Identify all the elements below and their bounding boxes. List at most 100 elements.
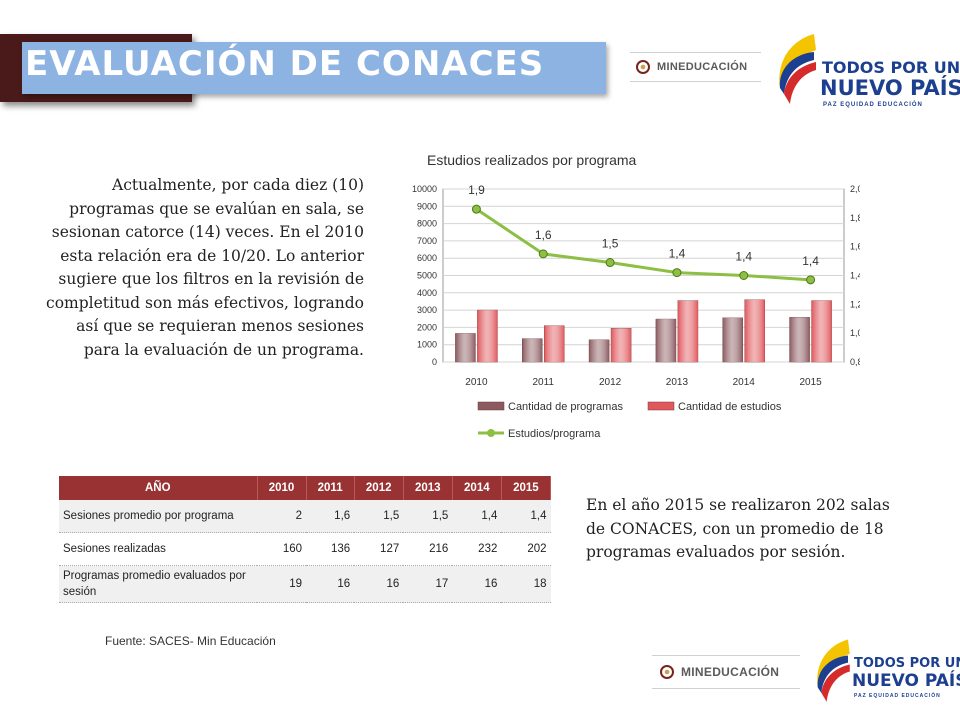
y-tick-label: 2000 [417,322,437,332]
row-label: Sesiones promedio por programa [59,500,257,533]
data-label: 1,4 [802,254,819,268]
logo-line-2: NUEVO PAÍS [820,76,960,100]
table-cell: 1,4 [501,500,551,533]
table-cell: 202 [501,532,551,566]
data-label: 1,4 [669,247,686,261]
table-cell: 1,5 [354,500,404,533]
bar-highlight [811,300,832,362]
y-tick-label: 7000 [417,236,437,246]
y-tick-label: 3000 [417,305,437,315]
line-point [538,249,548,259]
table-header-year: 2010 [257,476,307,500]
data-label: 1,9 [468,183,485,197]
table-header-year: 2012 [354,476,404,500]
data-label: 1,5 [602,237,619,251]
legend-swatch [477,401,505,411]
bar-highlight [655,319,676,362]
logo-line-3: PAZ EQUIDAD EDUCACIÓN [823,102,923,108]
line-point [672,268,682,278]
table-cell: 1,4 [452,500,502,533]
x-tick-label: 2012 [599,377,622,388]
table-header-year: 2011 [306,476,355,500]
table-cell: 127 [354,532,404,566]
table-cell: 1,6 [306,500,355,533]
legend-label: Estudios/programa [508,428,601,440]
row-label: Programas promedio evaluados por sesión [59,565,257,603]
source-note: Fuente: SACES- Min Educación [105,634,276,648]
logo-line-1: TODOS POR UN [822,58,960,77]
footer-logo-line-1: TODOS POR UN [854,656,960,671]
todos-por-un-nuevo-pais-logo: TODOS POR UN NUEVO PAÍS PAZ EQUIDAD EDUC… [770,30,960,120]
table-row: Sesiones promedio por programa 2 1,6 1,5 1,5… [59,500,551,533]
colombia-seal-icon [660,665,674,679]
bar-highlight [789,317,810,362]
table-header-row: AÑO 2010 2011 2012 2013 2014 2015 [59,476,552,500]
y2-tick-label: 0,8 [850,357,860,367]
bar-highlight [677,300,698,362]
mineducacion-label: MINEDUCACIÓN [657,61,748,73]
chart: Estudios realizados por programa 1,9 1,6 1… [412,152,860,440]
bar-highlight [611,328,632,362]
title-bar [22,42,606,94]
y-tick-label: 5000 [417,271,437,281]
stats-table: AÑO 2010 2011 2012 2013 2014 2015 Sesiones pro… [59,476,552,603]
legend-label: Cantidad de estudios [678,401,782,413]
table-cell: 16 [354,565,404,603]
table-header-year: 2013 [403,476,453,500]
y2-tick-label: 1,0 [850,328,860,338]
table-cell: 232 [452,532,502,566]
line-point [471,204,481,214]
table-cell: 17 [403,565,453,603]
table-cell: 19 [257,565,307,603]
row-label: Sesiones realizadas [59,532,257,566]
table-cell: 18 [501,565,551,603]
colombia-flag-swoosh-icon [817,639,850,702]
table-header-year: 2014 [452,476,502,500]
y-tick-label: 10000 [412,184,437,194]
table-row: Sesiones realizadas 160 136 127 216 232 202 [59,532,551,566]
table-cell: 1,5 [403,500,453,533]
x-tick-label: 2010 [465,377,488,388]
y-tick-label: 1000 [417,340,437,350]
bar-highlight [455,333,476,362]
table-row: Programas promedio evaluados por sesión 1… [59,565,551,603]
bar-highlight [477,310,498,362]
mineducacion-logo-footer: MINEDUCACIÓN [652,655,800,689]
bar-highlight [522,338,543,362]
table-header-label: AÑO [59,476,258,500]
footer-logo-line-3: PAZ EQUIDAD EDUCACIÓN [854,693,941,699]
data-label: 1,6 [535,228,552,242]
y-tick-label: 8000 [417,219,437,229]
x-tick-label: 2013 [666,377,689,388]
x-tick-label: 2014 [733,377,756,388]
y2-tick-label: 1,6 [850,242,860,252]
y-tick-label: 4000 [417,288,437,298]
data-label: 1,4 [735,250,752,264]
line-point [739,271,749,280]
bar-highlight [744,299,765,362]
x-tick-label: 2015 [799,377,822,388]
y-tick-label: 9000 [417,201,437,211]
y2-tick-label: 1,2 [850,299,860,309]
table-header-year: 2015 [501,476,552,500]
line-estudios-programa [475,207,811,282]
chart-title: Estudios realizados por programa [427,152,637,168]
y2-tick-label: 1,8 [850,213,860,223]
table-cell: 16 [452,565,502,603]
y2-tick-label: 1,4 [850,271,860,281]
y-tick-label: 0 [432,357,437,367]
legend-line-marker [487,429,495,437]
bar-highlight [722,317,743,362]
table-cell: 16 [306,565,355,603]
footer-logo-line-2: NUEVO PAÍS [852,671,960,691]
table-cell: 160 [257,532,307,566]
legend-swatch [647,401,675,411]
left-paragraph: Actualmente, por cada diez (10) programa… [46,176,364,359]
bar-highlight [544,325,565,362]
x-tick-label: 2011 [532,377,554,388]
page-title: EVALUACIÓN DE CONACES [25,44,545,84]
legend-label: Cantidad de programas [508,401,623,413]
line-point [806,275,816,285]
colombia-seal-icon [636,60,650,74]
table-cell: 2 [257,500,307,533]
